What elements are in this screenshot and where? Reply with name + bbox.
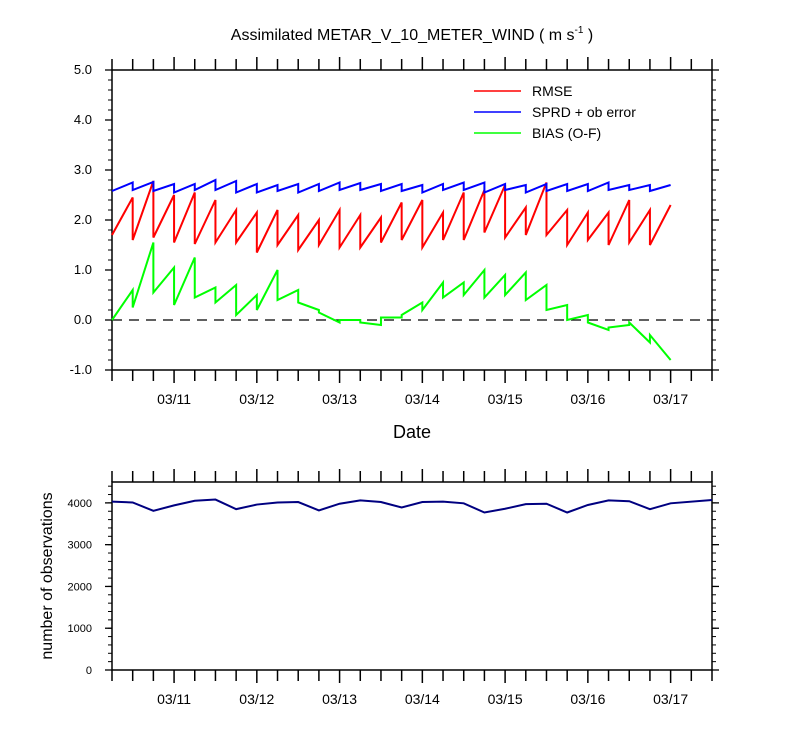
top-x-tick-label: 03/16 bbox=[570, 391, 605, 407]
top-series-group bbox=[111, 178, 672, 361]
top-y-tick-label: 2.0 bbox=[74, 212, 92, 227]
top-chart: Assimilated METAR_V_10_METER_WIND ( m s-… bbox=[70, 25, 719, 442]
top-y-tick-label: -1.0 bbox=[70, 362, 92, 377]
bottom-y-axis: 0 1000 2000 3000 4000 bbox=[68, 485, 719, 677]
bottom-y-tick-label: 1000 bbox=[68, 623, 92, 635]
y-axis-label-observations: number of observations bbox=[39, 492, 56, 659]
top-series-line-bias-o-f bbox=[111, 242, 672, 361]
bottom-x-axis: 03/11 03/12 03/13 03/14 03/15 03/16 03/17 bbox=[111, 469, 713, 707]
bottom-series-line-observations bbox=[111, 498, 713, 514]
top-x-tick-label: 03/14 bbox=[405, 391, 440, 407]
top-y-tick-label: 0.0 bbox=[74, 312, 92, 327]
bottom-y-tick-label: 4000 bbox=[68, 498, 92, 510]
legend: RMSE SPRD + ob error BIAS (O-F) bbox=[474, 83, 636, 141]
bottom-x-tick-label: 03/13 bbox=[322, 691, 357, 707]
top-x-tick-label: 03/17 bbox=[653, 391, 688, 407]
chart-title: Assimilated METAR_V_10_METER_WIND ( m s-… bbox=[231, 25, 593, 44]
top-y-tick-label: 1.0 bbox=[74, 262, 92, 277]
top-x-tick-label: 03/13 bbox=[322, 391, 357, 407]
top-x-tick-label: 03/12 bbox=[239, 391, 274, 407]
bottom-y-tick-label: 3000 bbox=[68, 540, 92, 552]
bottom-x-tick-label: 03/16 bbox=[570, 691, 605, 707]
legend-label-sprd: SPRD + ob error bbox=[532, 104, 636, 120]
bottom-x-tick-label: 03/15 bbox=[488, 691, 523, 707]
top-y-tick-label: 4.0 bbox=[74, 112, 92, 127]
top-y-tick-label: 3.0 bbox=[74, 162, 92, 177]
bottom-x-tick-label: 03/14 bbox=[405, 691, 440, 707]
top-x-tick-label: 03/15 bbox=[488, 391, 523, 407]
top-x-tick-label: 03/11 bbox=[157, 391, 191, 407]
top-series-line-rmse bbox=[111, 180, 672, 254]
bottom-x-tick-label: 03/17 bbox=[653, 691, 688, 707]
legend-label-rmse: RMSE bbox=[532, 83, 572, 99]
bottom-x-tick-label: 03/12 bbox=[239, 691, 274, 707]
bottom-y-tick-label: 2000 bbox=[68, 581, 92, 593]
bottom-x-tick-label: 03/11 bbox=[157, 691, 191, 707]
top-series-line-sprd-ob-error bbox=[111, 178, 671, 194]
bottom-plot-frame bbox=[111, 481, 713, 671]
top-y-axis: -1.0 0.0 1.0 2.0 3.0 4.0 5.0 bbox=[70, 62, 719, 377]
top-y-tick-label: 5.0 bbox=[74, 62, 92, 77]
bottom-y-tick-label: 0 bbox=[86, 665, 92, 677]
top-x-axis: 03/11 03/12 03/13 03/14 03/15 03/16 03/17 bbox=[111, 57, 713, 407]
x-axis-label: Date bbox=[393, 422, 431, 442]
legend-label-bias: BIAS (O-F) bbox=[532, 125, 601, 141]
bottom-series-group bbox=[111, 498, 713, 514]
